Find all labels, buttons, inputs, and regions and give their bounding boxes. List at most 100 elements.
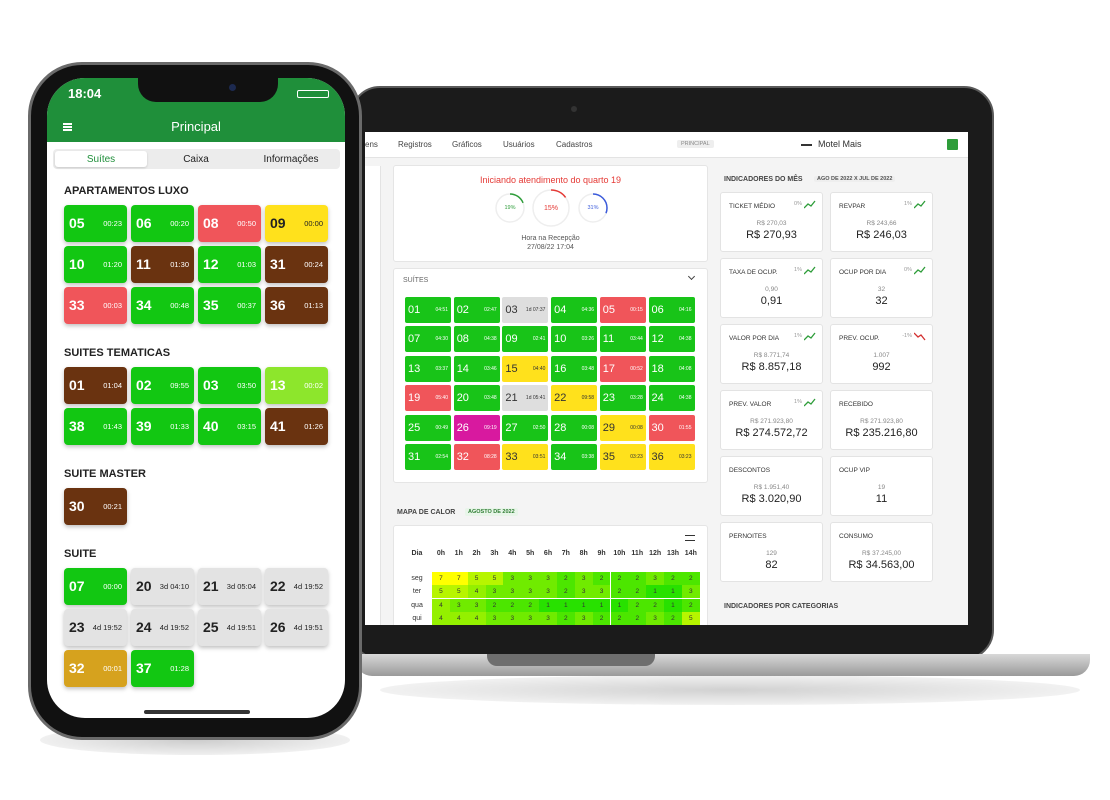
suite-tile[interactable]: 30 01:55 bbox=[648, 414, 695, 441]
indicator-card: OCUP VIP 19 11 bbox=[830, 456, 933, 516]
suite-tile[interactable]: 11 03:44 bbox=[599, 326, 646, 353]
room-tile[interactable]: 35 00:37 bbox=[198, 287, 261, 324]
tab[interactable]: Informações bbox=[263, 153, 319, 165]
suite-tile[interactable]: 21 1d 05:41 bbox=[502, 385, 549, 412]
room-tile[interactable]: 02 09:55 bbox=[131, 367, 194, 404]
room-tile[interactable]: 22 4d 19:52 bbox=[265, 568, 328, 605]
status-icons bbox=[297, 90, 329, 98]
room-tile[interactable]: 33 00:03 bbox=[64, 287, 127, 324]
suite-tile[interactable]: 10 03:26 bbox=[551, 326, 598, 353]
heatmap-cell: 3 bbox=[574, 612, 593, 625]
room-tile[interactable]: 03 03:50 bbox=[198, 367, 261, 404]
room-tile[interactable]: 20 3d 04:10 bbox=[131, 568, 194, 605]
suite-tile[interactable]: 33 03:51 bbox=[502, 444, 549, 470]
room-tile[interactable]: 30 00:21 bbox=[64, 488, 127, 525]
room-tile[interactable]: 32 00:01 bbox=[64, 650, 127, 687]
heatmap-cell: 2 bbox=[628, 598, 647, 612]
suite-number: 18 bbox=[651, 362, 664, 375]
room-tile[interactable]: 08 00:50 bbox=[198, 205, 261, 242]
suite-tile[interactable]: 16 03:48 bbox=[551, 355, 598, 382]
room-tile[interactable]: 39 01:33 bbox=[131, 408, 194, 445]
suite-tile[interactable]: 19 05:40 bbox=[405, 385, 451, 412]
room-tile[interactable]: 24 4d 19:52 bbox=[131, 609, 194, 646]
room-tile[interactable]: 11 01:30 bbox=[131, 246, 194, 283]
suite-tile[interactable]: 04 04:36 bbox=[551, 297, 598, 323]
suite-tile[interactable]: 15 04:40 bbox=[502, 355, 549, 382]
room-tile[interactable]: 07 00:00 bbox=[64, 568, 127, 605]
room-tile[interactable]: 10 01:20 bbox=[64, 246, 127, 283]
card-previous: R$ 271.923,80 bbox=[860, 418, 903, 425]
room-tile[interactable]: 37 01:28 bbox=[131, 650, 194, 687]
tab[interactable]: Caixa bbox=[183, 153, 209, 165]
room-tile[interactable]: 26 4d 19:51 bbox=[265, 609, 328, 646]
suite-tile[interactable]: 32 08:28 bbox=[453, 444, 500, 470]
nav-item[interactable]: Usuários bbox=[503, 140, 535, 149]
suite-tile[interactable]: 34 03:38 bbox=[551, 444, 598, 470]
nav-item[interactable]: Registros bbox=[398, 140, 432, 149]
room-tile[interactable]: 34 00:48 bbox=[131, 287, 194, 324]
nav-item[interactable]: ens bbox=[365, 140, 378, 149]
heatmap-value: 3 bbox=[546, 575, 550, 582]
suite-tile[interactable]: 26 09:19 bbox=[453, 414, 500, 441]
suite-tile[interactable]: 09 02:41 bbox=[502, 326, 549, 353]
room-tile[interactable]: 36 01:13 bbox=[265, 287, 328, 324]
room-time: 4d 19:52 bbox=[159, 623, 189, 632]
suite-tile[interactable]: 27 02:50 bbox=[502, 414, 549, 441]
suite-tile[interactable]: 14 03:46 bbox=[453, 355, 500, 382]
room-tile[interactable]: 21 3d 05:04 bbox=[198, 568, 261, 605]
suite-tile[interactable]: 28 00:08 bbox=[551, 414, 598, 441]
suite-time: 00:49 bbox=[435, 424, 448, 431]
suite-tile[interactable]: 23 03:28 bbox=[599, 385, 646, 412]
suite-tile[interactable]: 35 03:23 bbox=[599, 444, 646, 470]
room-tile[interactable]: 31 00:24 bbox=[265, 246, 328, 283]
heatmap-cell: 2 bbox=[485, 598, 504, 612]
room-time: 00:37 bbox=[237, 301, 256, 310]
room-tile[interactable]: 13 00:02 bbox=[265, 367, 328, 404]
heatmap-value: 3 bbox=[546, 615, 550, 623]
indicator-card: DESCONTOS R$ 1.951,40 R$ 3.020,90 bbox=[720, 456, 823, 516]
suite-tile[interactable]: 05 00:15 bbox=[599, 297, 646, 323]
room-tile[interactable]: 09 00:00 bbox=[265, 205, 328, 242]
suite-tile[interactable]: 17 00:52 bbox=[599, 355, 646, 382]
room-number: 36 bbox=[270, 297, 286, 313]
room-tile[interactable]: 25 4d 19:51 bbox=[198, 609, 261, 646]
heatmap-cell: 3 bbox=[539, 612, 557, 625]
room-tile[interactable]: 06 00:20 bbox=[131, 205, 194, 242]
suite-tile[interactable]: 29 00:08 bbox=[599, 414, 646, 441]
heatmap-value: 1 bbox=[671, 601, 675, 609]
room-tile[interactable]: 40 03:15 bbox=[198, 408, 261, 445]
suite-tile[interactable]: 36 03:23 bbox=[648, 444, 695, 470]
heatmap-value: 4 bbox=[439, 615, 443, 623]
heatmap-value: 3 bbox=[599, 588, 604, 596]
room-time: 01:13 bbox=[304, 301, 323, 310]
suite-tile[interactable]: 06 04:16 bbox=[648, 297, 695, 323]
nav-item[interactable]: Gráficos bbox=[452, 140, 482, 149]
suite-tile[interactable]: 01 04:51 bbox=[405, 297, 451, 323]
tab[interactable]: Suítes bbox=[55, 151, 147, 167]
room-tile[interactable]: 05 00:23 bbox=[64, 205, 127, 242]
suite-tile[interactable]: 24 04:38 bbox=[648, 385, 695, 412]
suite-time: 08:28 bbox=[484, 454, 497, 460]
suite-tile[interactable]: 22 09:58 bbox=[551, 385, 598, 412]
room-tile[interactable]: 23 4d 19:52 bbox=[64, 609, 127, 646]
suite-tile[interactable]: 08 04:38 bbox=[453, 326, 500, 353]
suite-time: 03:23 bbox=[678, 454, 692, 460]
suite-tile[interactable]: 20 03:48 bbox=[453, 385, 500, 412]
suite-tile[interactable]: 25 00:49 bbox=[405, 414, 451, 441]
suite-tile[interactable]: 31 02:54 bbox=[405, 444, 451, 470]
suite-tile[interactable]: 18 04:08 bbox=[648, 355, 695, 382]
room-time: 3d 05:04 bbox=[226, 582, 256, 591]
suite-tile[interactable]: 07 04:30 bbox=[405, 326, 451, 353]
room-tile[interactable]: 38 01:43 bbox=[64, 408, 127, 445]
room-tile[interactable]: 01 01:04 bbox=[64, 367, 127, 404]
nav-item[interactable]: Cadastros bbox=[556, 140, 593, 149]
suite-tile[interactable]: 03 1d 07:37 bbox=[502, 297, 549, 323]
heatmap-value: 3 bbox=[528, 615, 532, 623]
suite-tile[interactable]: 13 03:37 bbox=[405, 355, 451, 382]
trend-arrow bbox=[804, 266, 816, 275]
room-tile[interactable]: 41 01:26 bbox=[265, 408, 328, 445]
room-tile[interactable]: 12 01:03 bbox=[198, 246, 261, 283]
suite-tile[interactable]: 02 02:47 bbox=[453, 297, 500, 323]
suite-tile[interactable]: 12 04:38 bbox=[648, 326, 695, 353]
room-time: 00:24 bbox=[304, 260, 323, 269]
